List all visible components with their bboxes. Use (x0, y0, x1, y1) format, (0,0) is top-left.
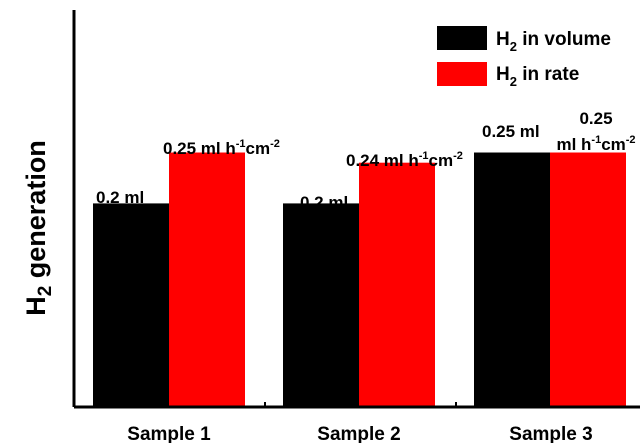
label-text: ml h (556, 135, 591, 154)
data-label: 0.2 ml (300, 193, 348, 212)
legend-label-volume-sub: 2 (510, 39, 517, 54)
label-superscript: -1 (419, 150, 429, 162)
label-text: 0.25 ml h (163, 139, 236, 158)
bar-rate-3 (550, 152, 626, 407)
x-tick-label: Sample 2 (317, 424, 400, 443)
bar-rate-2 (359, 162, 435, 407)
bar-volume-1 (93, 203, 169, 407)
legend-label-rate-sub: 2 (510, 74, 517, 89)
legend-label-rate: H2 in rate (496, 64, 579, 89)
legend-label-volume-main: H (496, 29, 510, 50)
label-text: cm (601, 135, 626, 154)
legend-swatch-rate (437, 62, 487, 86)
y-axis-label-main: H (21, 296, 51, 316)
legend-label-rate-main: H (496, 64, 510, 85)
data-label: ml h-1cm-2 (556, 134, 635, 154)
label-text: cm (246, 139, 271, 158)
bar-volume-2 (283, 203, 359, 407)
label-text: 0.2 ml (96, 188, 144, 207)
legend-label-volume: H2 in volume (496, 29, 611, 54)
bar-rate-1 (169, 152, 245, 407)
data-label: 0.25 (579, 109, 612, 128)
legend-label-volume-rest: in volume (517, 29, 611, 50)
data-label: 0.25 ml h-1cm-2 (163, 138, 280, 158)
y-axis-label-sub: 2 (35, 286, 56, 297)
label-text: 0.25 (579, 109, 612, 128)
label-superscript: -2 (453, 150, 463, 162)
bar-volume-3 (474, 152, 550, 407)
data-label: 0.24 ml h-1cm-2 (346, 150, 463, 170)
label-superscript: -2 (626, 134, 636, 146)
legend-swatch-volume (437, 26, 487, 50)
label-text: 0.25 ml (482, 122, 540, 141)
label-text: 0.24 ml h (346, 151, 419, 170)
x-tick-label: Sample 3 (509, 424, 592, 443)
x-tick-label: Sample 1 (127, 424, 211, 443)
label-text: 0.2 ml (300, 193, 348, 212)
data-label: 0.25 ml (482, 122, 540, 141)
y-axis-label: H2 generation (21, 140, 56, 316)
label-superscript: -1 (236, 138, 246, 150)
y-axis-label-rest: generation (21, 140, 51, 286)
label-superscript: -1 (591, 134, 601, 146)
label-superscript: -2 (270, 138, 280, 150)
data-label: 0.2 ml (96, 188, 144, 207)
label-text: cm (429, 151, 454, 170)
legend-label-rate-rest: in rate (517, 64, 579, 85)
